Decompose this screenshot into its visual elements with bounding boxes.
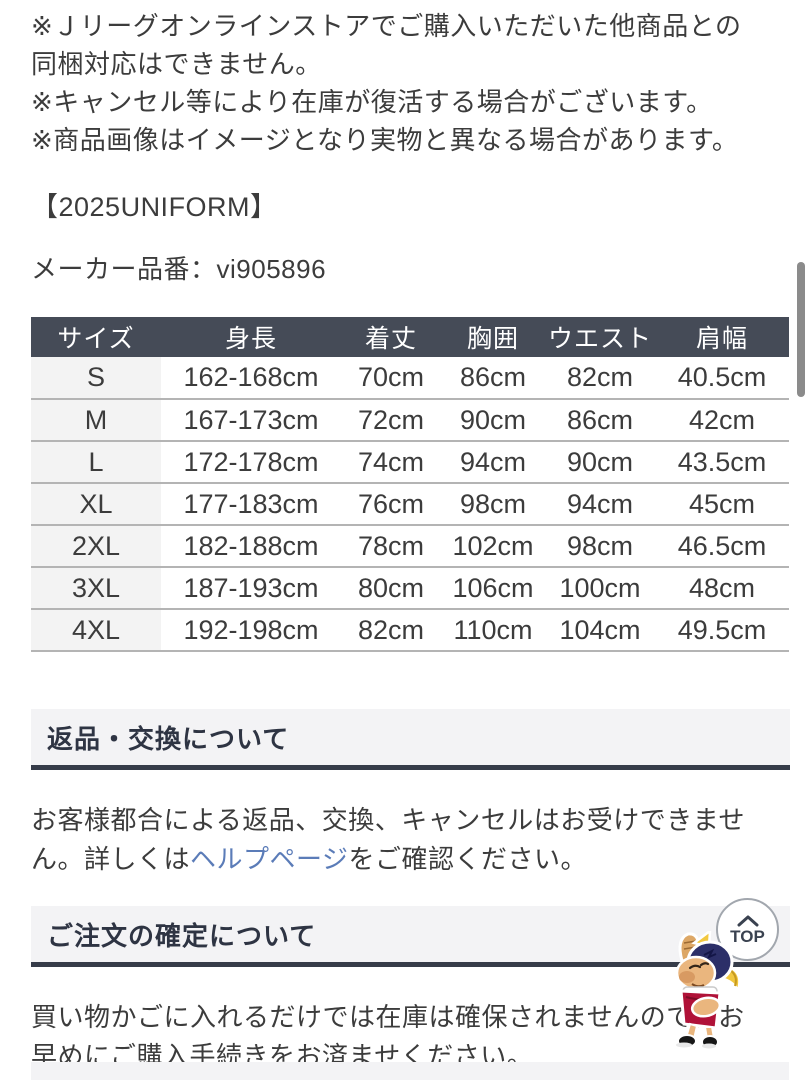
scrollbar[interactable]	[797, 262, 805, 397]
section-header-returns: 返品・交換について	[31, 709, 790, 770]
table-cell: 90cm	[545, 441, 655, 484]
next-section-bar-partial	[31, 1062, 789, 1080]
returns-text-after-link: をご確認ください。	[348, 844, 588, 874]
table-cell: 192-198cm	[161, 609, 341, 652]
purchase-notes: ※Ｊリーグオンラインストアでご購入いただいた他商品との 同梱対応はできません。 …	[31, 7, 790, 159]
table-cell: 100cm	[545, 567, 655, 610]
table-cell: 187-193cm	[161, 567, 341, 610]
table-cell: 182-188cm	[161, 525, 341, 568]
chevron-up-icon	[737, 915, 758, 927]
col-header-size: サイズ	[31, 317, 161, 357]
table-row: XL 177-183cm 76cm 98cm 94cm 45cm	[31, 483, 789, 526]
table-cell: 48cm	[655, 567, 789, 610]
table-cell: 2XL	[31, 525, 161, 568]
col-header-shoulder: 肩幅	[655, 317, 789, 357]
table-cell: 162-168cm	[161, 357, 341, 400]
table-cell: 80cm	[341, 567, 441, 610]
table-row: L 172-178cm 74cm 94cm 90cm 43.5cm	[31, 441, 789, 484]
collection-heading: 【2025UNIFORM】	[31, 192, 278, 222]
table-cell: 102cm	[441, 525, 545, 568]
table-cell: M	[31, 399, 161, 442]
note-bundling: ※Ｊリーグオンラインストアでご購入いただいた他商品との 同梱対応はできません。	[31, 11, 742, 79]
col-header-height: 身長	[161, 317, 341, 357]
col-header-chest: 胸囲	[441, 317, 545, 357]
table-row: 4XL 192-198cm 82cm 110cm 104cm 49.5cm	[31, 609, 789, 652]
table-cell: 110cm	[441, 609, 545, 652]
table-cell: 167-173cm	[161, 399, 341, 442]
table-cell: 40.5cm	[655, 357, 789, 400]
scroll-to-top-button[interactable]: TOP	[716, 898, 779, 961]
table-cell: 42cm	[655, 399, 789, 442]
table-row: M 167-173cm 72cm 90cm 86cm 42cm	[31, 399, 789, 442]
table-cell: 106cm	[441, 567, 545, 610]
returns-policy-text: お客様都合による返品、交換、キャンセルはお受けできませ ん。詳しくはヘルプページ…	[31, 801, 790, 879]
table-cell: 177-183cm	[161, 483, 341, 526]
table-cell: 45cm	[655, 483, 789, 526]
table-cell: 72cm	[341, 399, 441, 442]
table-cell: 82cm	[545, 357, 655, 400]
table-cell: 78cm	[341, 525, 441, 568]
note-restock: ※キャンセル等により在庫が復活する場合がございます。	[31, 87, 713, 117]
table-cell: 98cm	[441, 483, 545, 526]
table-cell: 46.5cm	[655, 525, 789, 568]
col-header-length: 着丈	[341, 317, 441, 357]
table-cell: 94cm	[545, 483, 655, 526]
table-cell: 82cm	[341, 609, 441, 652]
table-cell: XL	[31, 483, 161, 526]
table-cell: 3XL	[31, 567, 161, 610]
help-page-link[interactable]: ヘルプページ	[190, 844, 349, 874]
table-cell: 76cm	[341, 483, 441, 526]
table-cell: 49.5cm	[655, 609, 789, 652]
table-cell: 104cm	[545, 609, 655, 652]
table-cell: L	[31, 441, 161, 484]
table-cell: 4XL	[31, 609, 161, 652]
table-row: 2XL 182-188cm 78cm 102cm 98cm 46.5cm	[31, 525, 789, 568]
table-row: 3XL 187-193cm 80cm 106cm 100cm 48cm	[31, 567, 789, 610]
returns-text-before-link: お客様都合による返品、交換、キャンセルはお受けできませ ん。詳しくは	[31, 805, 745, 874]
size-chart-header-row: サイズ 身長 着丈 胸囲 ウエスト 肩幅	[31, 317, 789, 357]
table-cell: 86cm	[441, 357, 545, 400]
section-header-order: ご注文の確定について	[31, 906, 790, 967]
col-header-waist: ウエスト	[545, 317, 655, 357]
top-button-label: TOP	[730, 927, 765, 946]
table-cell: 94cm	[441, 441, 545, 484]
table-cell: 172-178cm	[161, 441, 341, 484]
table-cell: 98cm	[545, 525, 655, 568]
table-cell: 86cm	[545, 399, 655, 442]
table-cell: 70cm	[341, 357, 441, 400]
table-cell: 90cm	[441, 399, 545, 442]
table-cell: S	[31, 357, 161, 400]
maker-code: メーカー品番：vi905896	[31, 254, 327, 284]
note-image-disclaimer: ※商品画像はイメージとなり実物と異なる場合があります。	[31, 125, 739, 155]
table-row: S 162-168cm 70cm 86cm 82cm 40.5cm	[31, 357, 789, 400]
table-cell: 43.5cm	[655, 441, 789, 484]
size-chart-table: サイズ 身長 着丈 胸囲 ウエスト 肩幅 S 162-168cm 70cm 86…	[31, 317, 789, 652]
table-cell: 74cm	[341, 441, 441, 484]
